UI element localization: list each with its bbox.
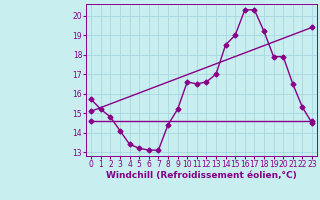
X-axis label: Windchill (Refroidissement éolien,°C): Windchill (Refroidissement éolien,°C) bbox=[106, 171, 297, 180]
